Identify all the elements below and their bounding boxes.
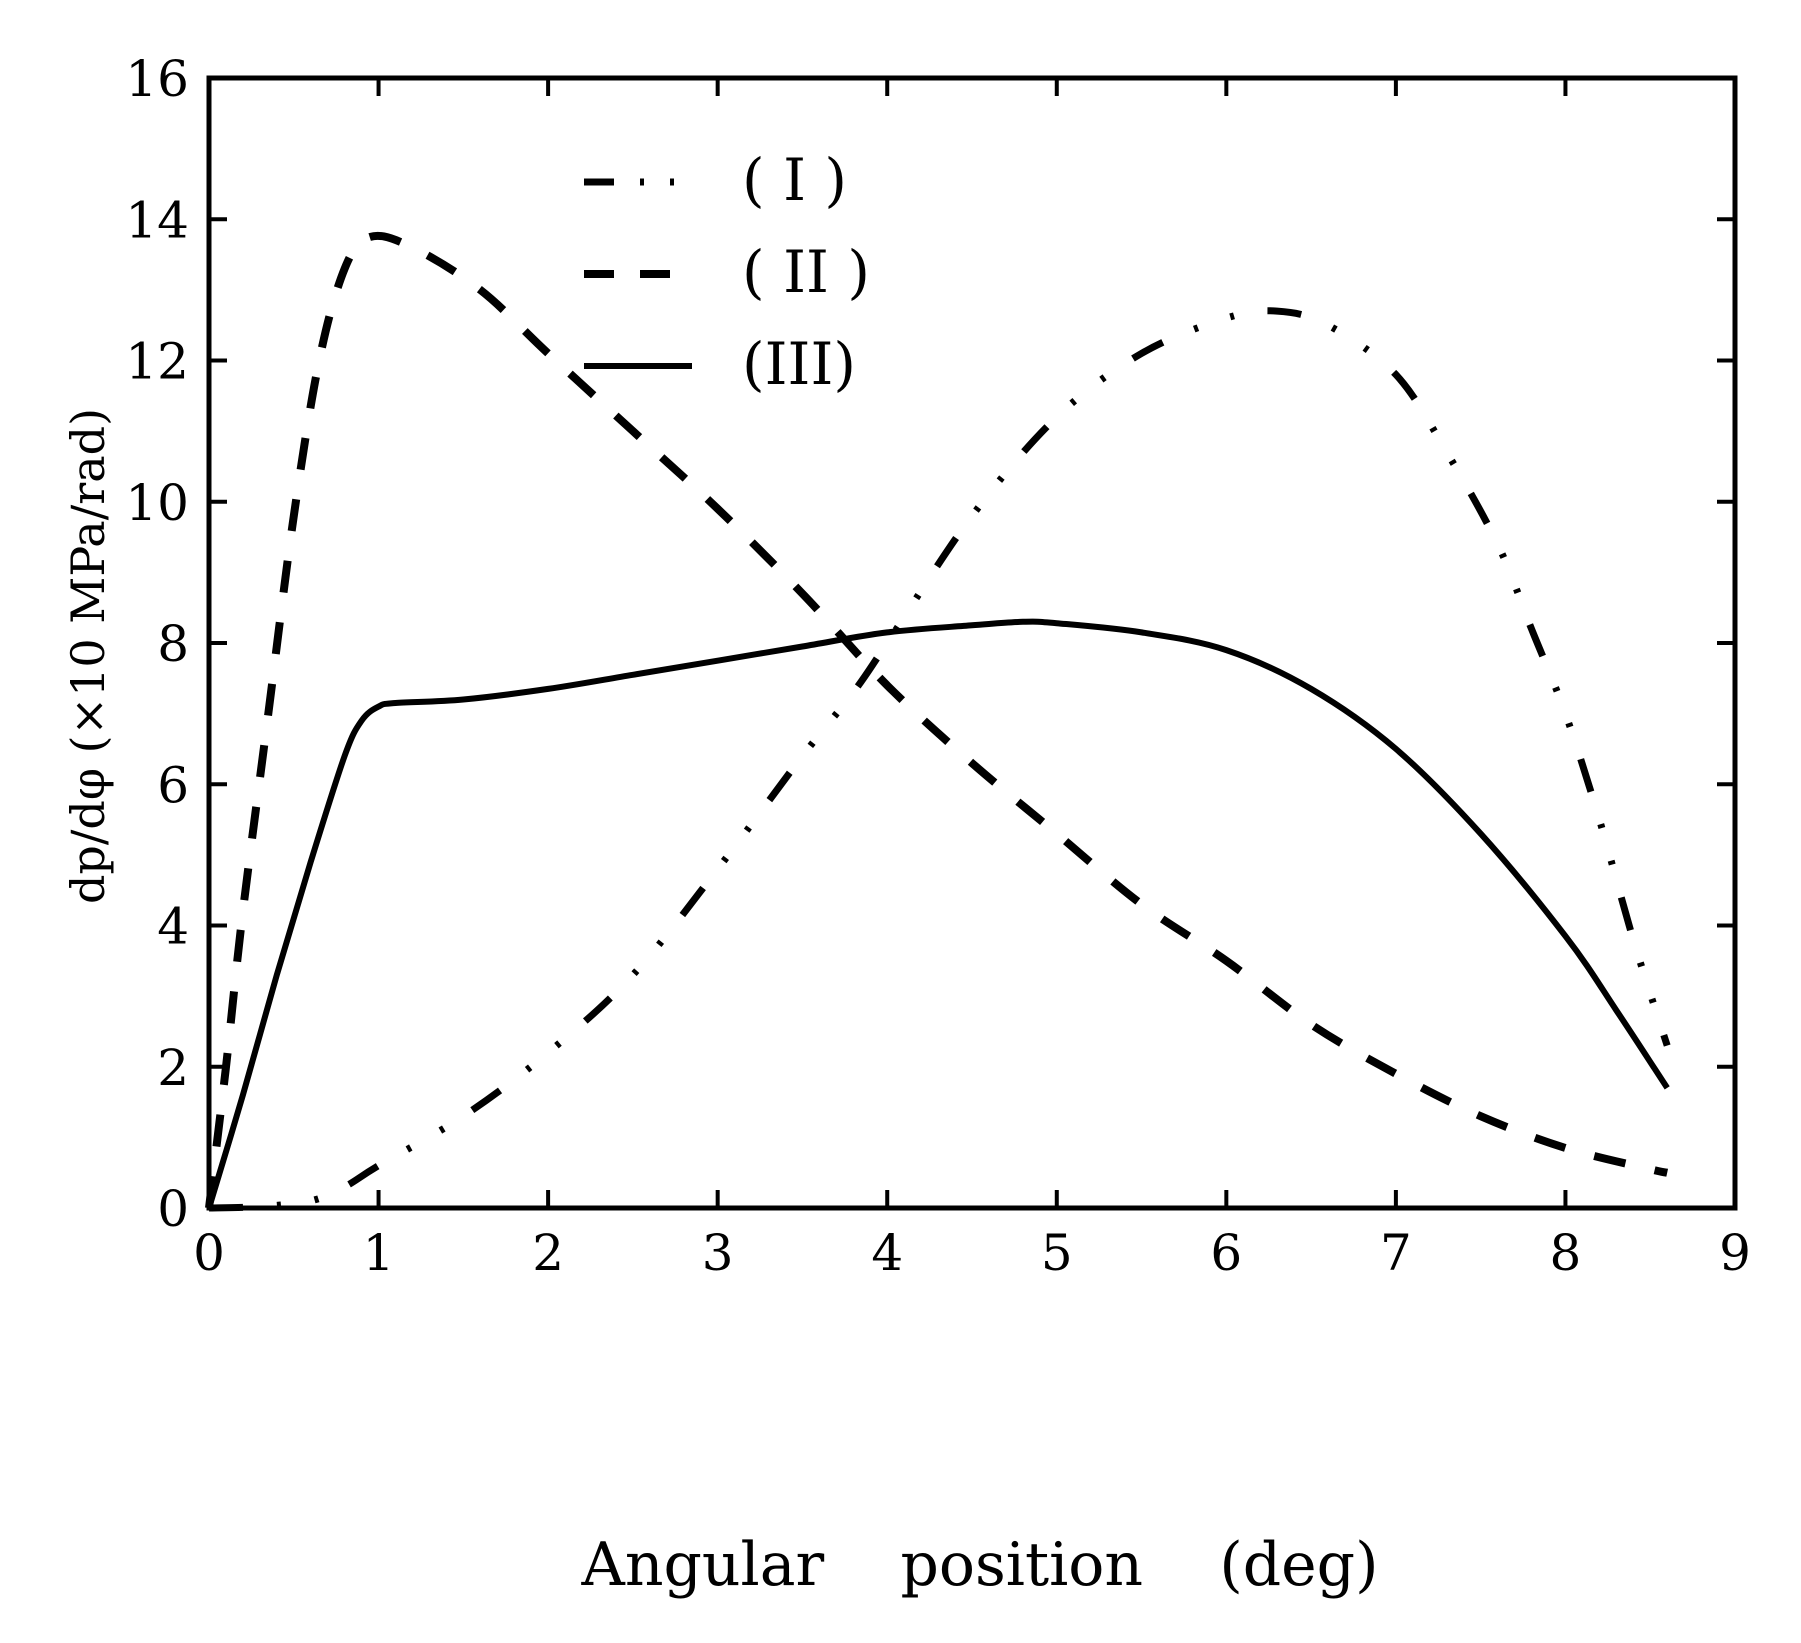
y-tick-label: 4 <box>157 898 189 956</box>
legend: ( I ) ( II ) (III) <box>584 146 870 398</box>
legend-label-2: ( II ) <box>742 238 870 306</box>
y-tick-label: 0 <box>157 1180 189 1238</box>
x-tick-label: 6 <box>1210 1224 1242 1282</box>
y-tick-label: 10 <box>125 474 189 532</box>
axis-ticks <box>207 76 1737 1210</box>
y-tick-label: 16 <box>125 50 189 108</box>
x-tick-label: 4 <box>871 1224 903 1282</box>
series-layer <box>205 231 1671 1212</box>
x-tick-label: 8 <box>1550 1224 1582 1282</box>
y-tick-label: 2 <box>157 1039 189 1097</box>
y-tick-label: 6 <box>157 756 189 814</box>
legend-label-3: (III) <box>742 330 856 398</box>
y-axis-title: dp/dφ (×10 MPa/rad) <box>61 408 115 904</box>
y-tick-label: 8 <box>157 615 189 673</box>
x-tick-label: 1 <box>363 1224 395 1282</box>
series-line-1 <box>208 307 1671 1212</box>
x-tick-label: 7 <box>1380 1224 1412 1282</box>
legend-label-1: ( I ) <box>742 146 847 214</box>
x-axis-title: Angular position (deg) <box>581 1530 1379 1600</box>
x-tick-label: 3 <box>702 1224 734 1282</box>
x-tick-label: 0 <box>193 1224 225 1282</box>
x-tick-label: 5 <box>1041 1224 1073 1282</box>
series-line-3 <box>206 618 1670 1209</box>
x-tick-label: 9 <box>1719 1224 1751 1282</box>
y-tick-label: 14 <box>125 191 189 249</box>
x-tick-label: 2 <box>532 1224 564 1282</box>
y-tick-label: 12 <box>125 333 189 391</box>
series-line-2 <box>205 231 1669 1209</box>
